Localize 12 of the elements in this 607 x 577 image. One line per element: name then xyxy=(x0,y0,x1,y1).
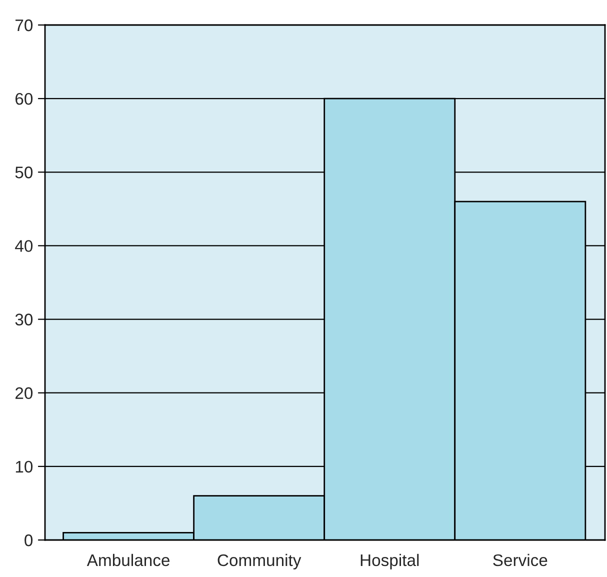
y-tick-label: 10 xyxy=(16,460,33,473)
x-tick-label: Ambulance xyxy=(86,554,170,566)
y-tick-label: 20 xyxy=(15,387,33,400)
y-tick-label: 0 xyxy=(24,534,33,546)
y-tick-label: 40 xyxy=(15,240,33,252)
x-tick-label: Hospital xyxy=(360,554,419,570)
y-tick-label: 60 xyxy=(16,92,33,105)
y-tick-label: 30 xyxy=(15,314,33,326)
y-tick-label: 50 xyxy=(15,166,33,178)
y-tick-label: 70 xyxy=(16,19,33,32)
x-tick-label: Service xyxy=(493,554,548,566)
x-tick-label: Community xyxy=(218,554,302,570)
